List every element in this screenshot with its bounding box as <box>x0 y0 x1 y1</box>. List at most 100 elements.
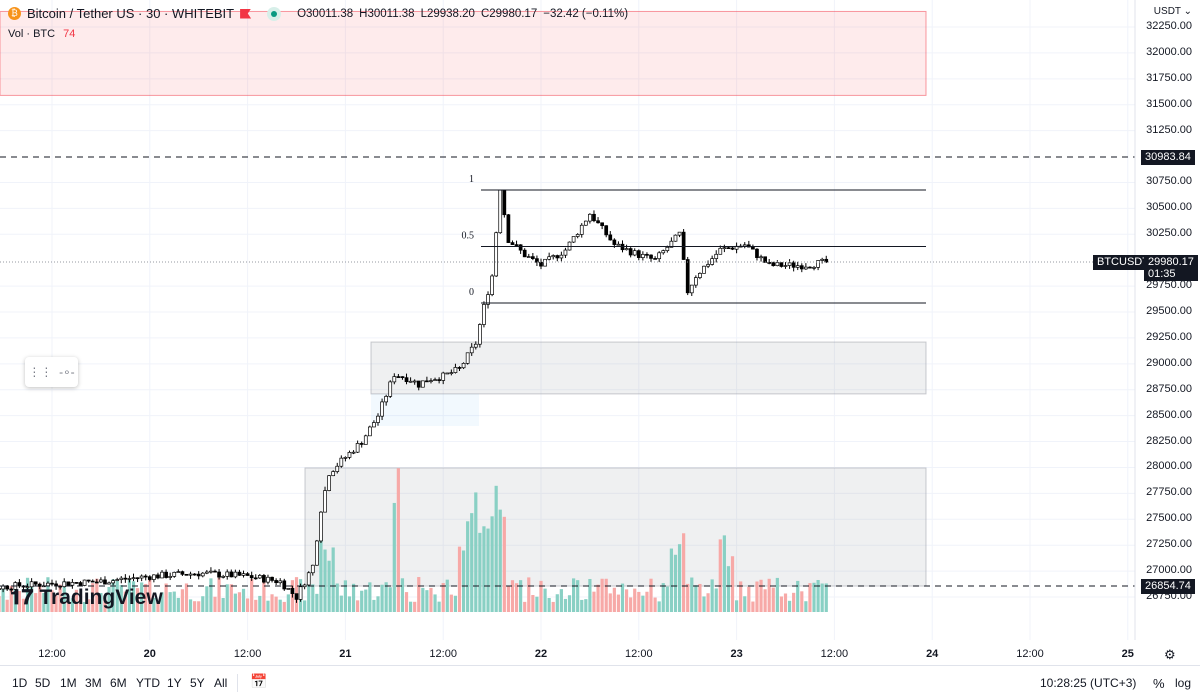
volume-bar <box>576 580 580 612</box>
price-tick: 31250.00 <box>1146 123 1192 136</box>
candle <box>547 256 552 260</box>
volume-bar <box>490 516 494 612</box>
candle <box>718 247 723 255</box>
candle <box>530 256 535 259</box>
last-price-label: 29980.17 01:35 <box>1144 255 1198 281</box>
candle <box>123 577 128 580</box>
range-button-6m[interactable]: 6M <box>110 676 127 690</box>
range-button-1d[interactable]: 1D <box>12 676 28 690</box>
candle <box>486 294 490 305</box>
volume-bar <box>409 601 413 612</box>
range-button-all[interactable]: All <box>214 676 228 690</box>
volume-bar <box>13 589 17 612</box>
volume-bar <box>282 601 286 612</box>
symbol-title[interactable]: Bitcoin / Tether US · 30 · WHITEBIT <box>27 6 235 21</box>
candle <box>767 262 772 264</box>
range-button-ytd[interactable]: YTD <box>136 676 160 690</box>
go-to-date-icon[interactable]: 📅 <box>250 673 268 689</box>
volume-bar <box>87 599 91 612</box>
log-toggle[interactable]: log <box>1175 676 1192 690</box>
candle <box>200 572 205 577</box>
fib-level-label: 1 <box>469 174 474 185</box>
candle <box>331 471 336 477</box>
symbol-price-label: BTCUSDT <box>1093 255 1153 270</box>
candle <box>555 255 560 259</box>
range-button-3m[interactable]: 3M <box>85 676 102 690</box>
currency-selector[interactable]: USDT ⌄ <box>1153 6 1192 17</box>
candle <box>616 243 621 246</box>
volume-bar <box>816 579 820 612</box>
volume-bar <box>425 590 429 612</box>
volume-bar <box>266 600 270 612</box>
candle <box>804 266 808 270</box>
volume-bar <box>759 579 763 612</box>
volume-bar <box>694 585 698 612</box>
volume-bar <box>783 593 788 612</box>
volume-bar <box>384 582 388 612</box>
clock[interactable]: 10:28:25 (UTC+3) <box>1040 676 1137 690</box>
volume-bar <box>148 577 152 612</box>
candle <box>636 250 641 258</box>
flag-icon[interactable] <box>240 8 252 19</box>
volume-bar <box>812 582 816 612</box>
volume-bar <box>457 546 462 612</box>
candle <box>262 575 266 583</box>
range-button-1y[interactable]: 1Y <box>167 676 182 690</box>
range-button-5d[interactable]: 5D <box>35 676 51 690</box>
price-tick: 27500.00 <box>1146 512 1192 525</box>
candle <box>205 571 209 574</box>
time-tick: 21 <box>339 648 352 660</box>
volume-bar <box>527 577 531 612</box>
volume-bar <box>164 583 168 612</box>
settings-gear-icon[interactable]: ⚙ <box>1164 647 1176 662</box>
volume-bar <box>127 579 132 612</box>
range-button-1m[interactable]: 1M <box>60 676 77 690</box>
volume-bar <box>372 599 376 612</box>
volume-bar <box>176 597 180 612</box>
candle <box>453 367 458 373</box>
volume-bar <box>677 544 682 612</box>
volume-bar <box>229 584 233 612</box>
candle <box>29 581 34 588</box>
volume-bar <box>747 586 751 612</box>
candle <box>339 457 344 467</box>
volume-bar <box>140 582 144 612</box>
volume-bar <box>5 599 9 612</box>
candle <box>571 236 576 243</box>
candle <box>583 220 588 226</box>
volume-bar <box>808 583 812 612</box>
candle <box>310 564 315 574</box>
candle <box>624 248 629 251</box>
volume-bar <box>653 597 657 612</box>
volume-bar <box>413 601 417 612</box>
volume-bar <box>30 585 34 612</box>
candle <box>518 244 523 251</box>
volume-bar <box>531 595 535 612</box>
volume-bar <box>461 550 466 612</box>
volume-bar <box>620 583 625 612</box>
volume-bar <box>510 580 515 612</box>
drag-handle-icon[interactable]: ⋮⋮ <box>28 365 53 379</box>
candle <box>209 570 213 573</box>
volume-bar <box>201 596 205 612</box>
volume-bar <box>735 600 739 612</box>
price-tick: 30250.00 <box>1146 227 1192 240</box>
volume-bar <box>9 585 13 612</box>
volume-bar <box>50 590 54 612</box>
drawing-widget[interactable]: ⋮⋮ -∘- <box>25 357 78 387</box>
candle <box>514 244 519 246</box>
range-button-5y[interactable]: 5Y <box>190 676 205 690</box>
price-chart[interactable]: 10.50 <box>0 0 1200 670</box>
volume-bar <box>588 578 592 612</box>
volume-bar <box>624 589 629 612</box>
line-tool-icon[interactable]: -∘- <box>59 365 75 379</box>
logo-text: TradingView <box>39 586 163 609</box>
bar-countdown: 01:35 <box>1148 268 1176 280</box>
candle <box>730 247 735 250</box>
candle <box>335 465 340 472</box>
volume-bar <box>131 581 136 612</box>
percent-toggle[interactable]: % <box>1153 676 1165 691</box>
volume-bar <box>726 566 731 612</box>
candle <box>498 189 503 234</box>
volume-bar <box>604 578 608 612</box>
